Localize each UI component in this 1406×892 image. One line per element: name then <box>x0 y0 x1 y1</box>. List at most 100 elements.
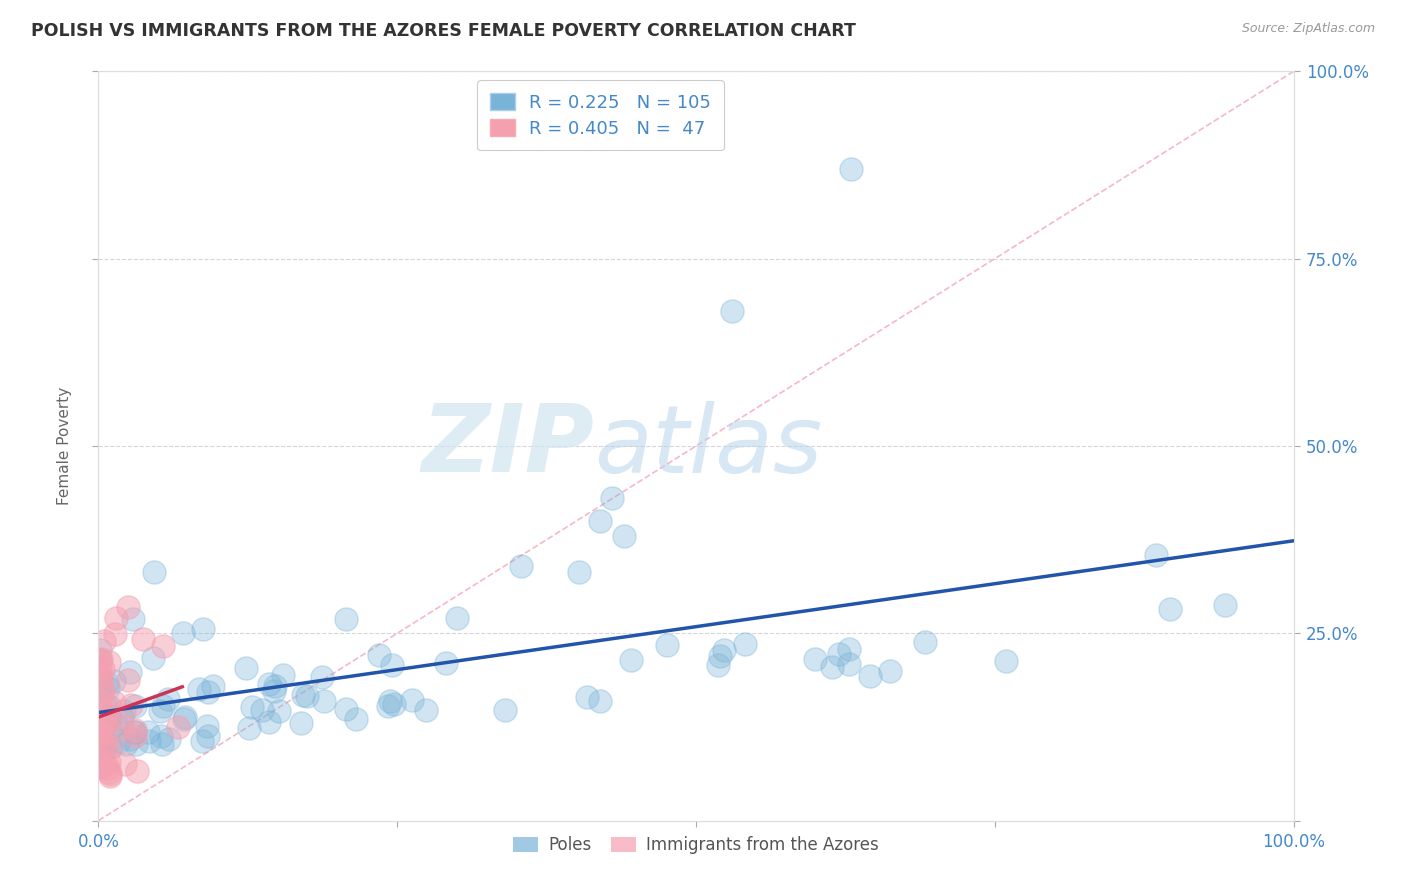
Point <box>97 755 120 769</box>
Point <box>89 742 111 756</box>
Point <box>104 627 127 641</box>
Point <box>118 731 141 746</box>
Point <box>191 734 214 748</box>
Point <box>90 757 112 772</box>
Point <box>197 729 219 743</box>
Point <box>264 679 287 693</box>
Point <box>98 767 121 781</box>
Point <box>589 514 612 528</box>
Point <box>295 689 318 703</box>
Point <box>252 703 274 717</box>
Point <box>384 698 406 712</box>
Point <box>721 304 744 318</box>
Point <box>93 713 115 727</box>
Point <box>613 529 636 543</box>
Text: Source: ZipAtlas.com: Source: ZipAtlas.com <box>1241 22 1375 36</box>
Point <box>377 699 399 714</box>
Point <box>235 660 257 674</box>
Point <box>97 681 120 695</box>
Point <box>124 724 146 739</box>
Point <box>97 761 120 775</box>
Point <box>89 680 111 694</box>
Point <box>94 700 117 714</box>
Point <box>173 710 195 724</box>
Legend: Poles, Immigrants from the Azores: Poles, Immigrants from the Azores <box>506 830 886 861</box>
Point <box>401 693 423 707</box>
Point <box>707 658 730 673</box>
Point <box>576 690 599 704</box>
Point <box>193 622 215 636</box>
Point <box>108 734 131 748</box>
Point <box>89 654 111 668</box>
Point <box>112 704 135 718</box>
Point <box>150 729 173 743</box>
Point <box>98 721 121 735</box>
Point <box>90 652 112 666</box>
Point <box>114 757 136 772</box>
Point <box>157 732 180 747</box>
Point <box>568 565 591 579</box>
Point <box>136 725 159 739</box>
Point <box>138 734 160 748</box>
Point <box>167 720 190 734</box>
Point <box>494 703 516 717</box>
Point <box>367 648 389 663</box>
Point <box>91 683 114 698</box>
Point <box>238 722 260 736</box>
Point <box>89 697 111 711</box>
Point <box>93 634 115 648</box>
Point <box>111 720 134 734</box>
Point <box>89 670 111 684</box>
Point <box>100 740 122 755</box>
Point <box>152 698 174 713</box>
Point <box>803 651 825 665</box>
Point <box>90 715 112 730</box>
Point <box>713 643 735 657</box>
Point <box>381 658 404 673</box>
Point <box>197 685 219 699</box>
Point <box>311 670 333 684</box>
Point <box>132 632 155 646</box>
Point <box>121 612 143 626</box>
Point <box>620 653 643 667</box>
Point <box>292 688 315 702</box>
Point <box>263 684 285 698</box>
Point <box>122 724 145 739</box>
Point <box>240 699 263 714</box>
Point <box>89 669 111 683</box>
Point <box>120 698 142 712</box>
Point <box>89 726 111 740</box>
Point <box>380 694 402 708</box>
Point <box>91 679 114 693</box>
Point <box>602 491 624 506</box>
Point <box>100 714 122 728</box>
Point <box>434 656 457 670</box>
Point <box>96 676 118 690</box>
Point <box>89 700 111 714</box>
Point <box>89 726 111 740</box>
Text: POLISH VS IMMIGRANTS FROM THE AZORES FEMALE POVERTY CORRELATION CHART: POLISH VS IMMIGRANTS FROM THE AZORES FEM… <box>31 22 856 40</box>
Point <box>149 704 172 718</box>
Point <box>734 637 756 651</box>
Point <box>89 759 111 773</box>
Point <box>89 653 111 667</box>
Point <box>1213 599 1236 613</box>
Point <box>1144 548 1167 562</box>
Point <box>117 600 139 615</box>
Point <box>142 565 165 579</box>
Point <box>98 711 121 725</box>
Point <box>335 611 357 625</box>
Point <box>93 743 115 757</box>
Point <box>111 710 134 724</box>
Point <box>124 698 146 713</box>
Point <box>271 668 294 682</box>
Point <box>257 677 280 691</box>
Point <box>97 655 120 669</box>
Point <box>446 611 468 625</box>
Point <box>415 703 437 717</box>
Point <box>290 715 312 730</box>
Point <box>114 737 136 751</box>
Y-axis label: Female Poverty: Female Poverty <box>58 387 72 505</box>
Point <box>89 731 111 745</box>
Point <box>202 679 225 693</box>
